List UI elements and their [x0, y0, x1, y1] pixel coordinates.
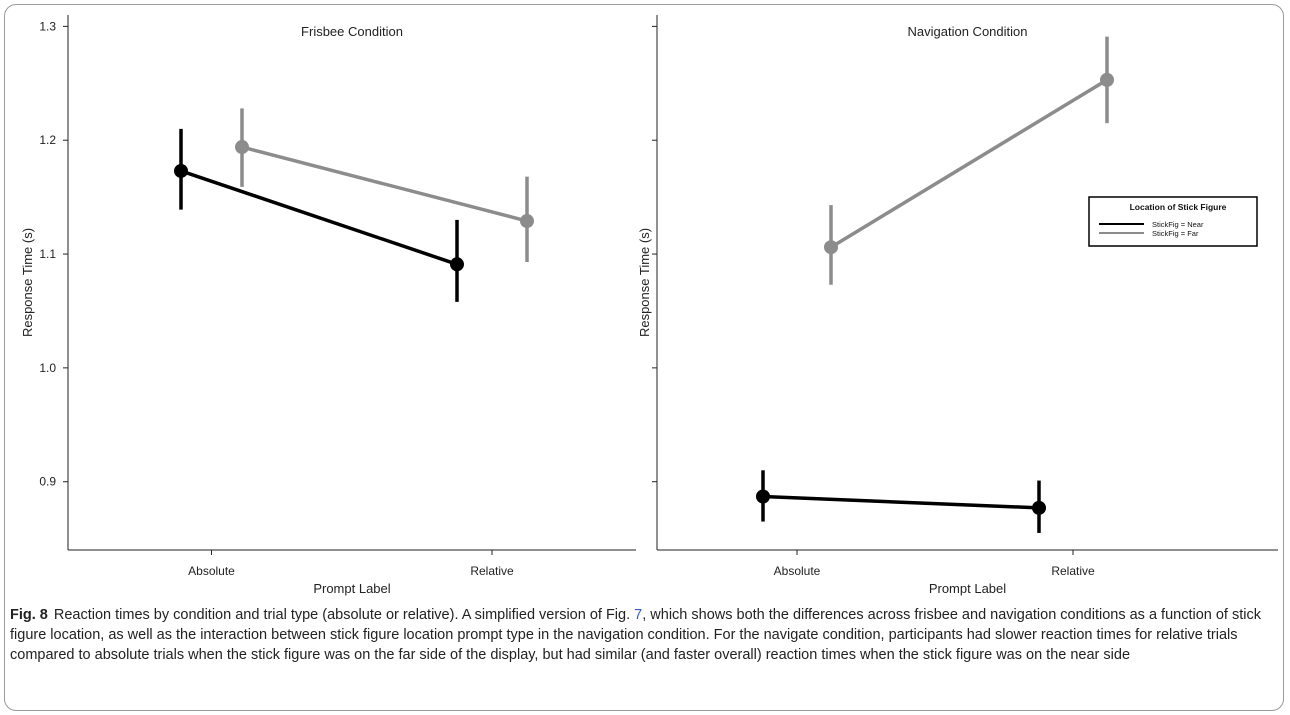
series-far [824, 36, 1114, 285]
series-line-far [830, 78, 1108, 249]
figure-frame [4, 4, 1284, 711]
data-point [450, 257, 464, 272]
series-line-near [180, 169, 458, 266]
legend-label: StickFig = Near [1152, 220, 1204, 229]
data-point [1100, 72, 1114, 87]
x-tick-label: Relative [470, 564, 514, 578]
series-near [756, 470, 1046, 533]
figure-label: Fig. 8 [10, 607, 48, 623]
series-near [174, 128, 464, 302]
data-point [520, 214, 534, 229]
series-line-far [241, 145, 528, 223]
x-tick-label: Absolute [774, 564, 821, 578]
x-axis-label: Prompt Label [313, 581, 390, 596]
x-tick-label: Absolute [188, 564, 235, 578]
caption-text: Reaction times by condition and trial ty… [53, 607, 635, 623]
figure-caption: Fig. 8 Reaction times by condition and tr… [10, 605, 1280, 665]
caption-text-continued: , which shows both the differences acros… [10, 607, 1261, 663]
reaction-time-chart: 0.9 1.0 1.1 1.2 1.3 Absolute Relative Frisbee C… [20, 15, 1278, 596]
legend-box [1088, 196, 1258, 247]
data-point [824, 240, 838, 255]
y-axis-label: Response Time (s) [20, 228, 35, 337]
y-tick-label: 1.0 [39, 361, 56, 375]
y-tick-label: 0.9 [39, 475, 56, 489]
y-tick-label: 1.3 [39, 19, 56, 33]
data-point [1032, 500, 1046, 515]
legend-label: StickFig = Far [1152, 229, 1199, 238]
panel-title: Frisbee Condition [301, 24, 403, 39]
legend-title: Location of Stick Figure [1130, 202, 1227, 212]
data-point [235, 140, 249, 155]
x-tick-label: Relative [1051, 564, 1095, 578]
legend: Location of Stick Figure StickFig = NearS… [1088, 196, 1258, 247]
chart-panel-2: Absolute Relative Navigation Condition Prom… [637, 15, 1278, 596]
y-axis-label: Response Time (s) [637, 228, 652, 337]
series-far [235, 108, 534, 263]
y-tick-label: 1.1 [39, 247, 56, 261]
data-point [174, 163, 188, 178]
figure-reference-link[interactable]: 7 [634, 607, 643, 623]
series-line-near [762, 494, 1040, 510]
x-axis-label: Prompt Label [929, 581, 1006, 596]
data-point [756, 489, 770, 504]
y-tick-label: 1.2 [39, 133, 56, 147]
chart-panel-1: 0.9 1.0 1.1 1.2 1.3 Absolute Relative Frisbee C… [20, 15, 636, 596]
panel-title: Navigation Condition [908, 24, 1028, 39]
